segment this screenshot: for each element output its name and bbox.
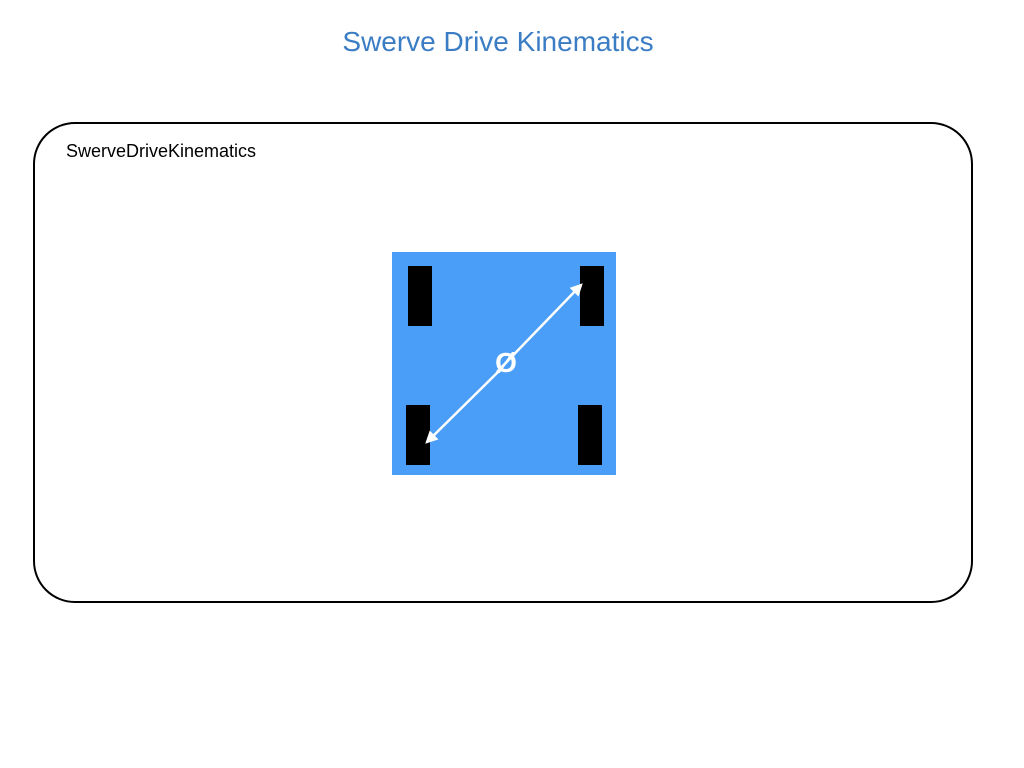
wheel-back-left bbox=[406, 405, 430, 465]
kinematics-panel bbox=[33, 122, 973, 603]
wheel-front-right bbox=[580, 266, 604, 326]
page-title: Swerve Drive Kinematics bbox=[342, 26, 654, 57]
arrow-to-back-left bbox=[425, 371, 499, 444]
wheel-front-left bbox=[408, 266, 432, 326]
center-symbol: Ø bbox=[495, 347, 517, 378]
arrow-to-front-right bbox=[496, 283, 583, 373]
wheel-back-right bbox=[578, 405, 602, 465]
panel-label: SwerveDriveKinematics bbox=[66, 141, 257, 161]
